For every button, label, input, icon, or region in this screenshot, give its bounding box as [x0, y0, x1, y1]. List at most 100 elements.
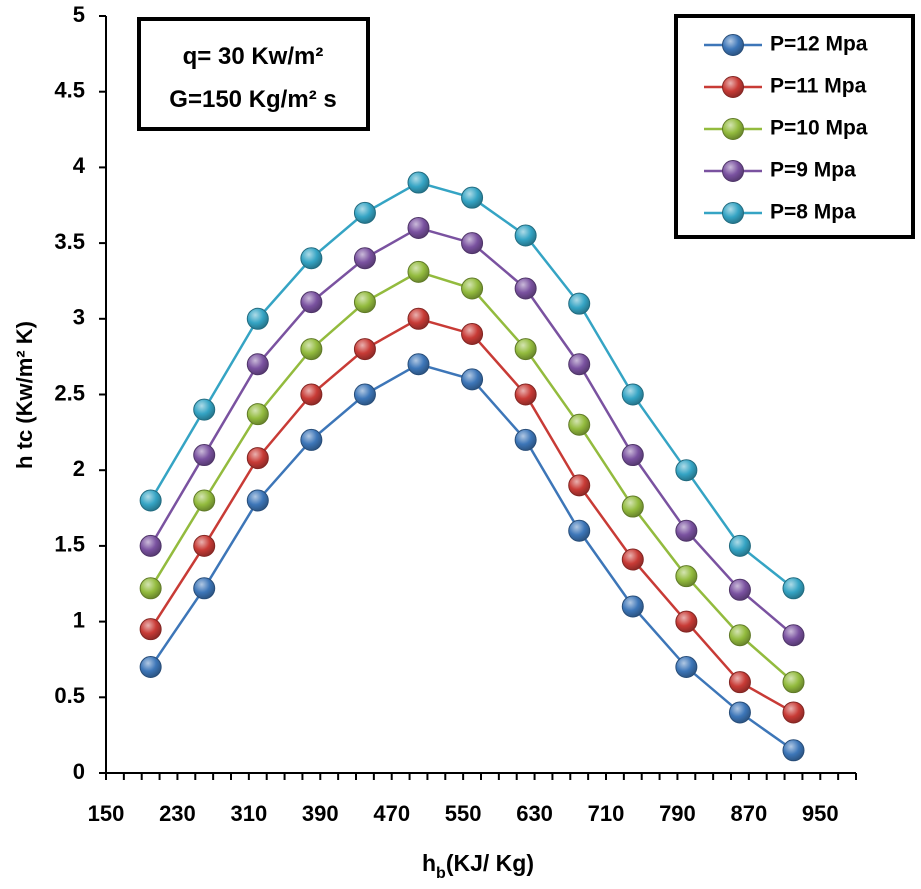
x-ticks: 150 230 310 390 470 550 630 710 790 870 950: [88, 773, 857, 826]
data-point: [193, 444, 216, 467]
x-tick-label: 950: [802, 801, 839, 826]
data-point: [407, 307, 430, 330]
data-point: [193, 577, 216, 600]
data-point: [407, 216, 430, 239]
data-point: [675, 565, 698, 588]
data-point: [353, 338, 376, 361]
legend-marker: [722, 160, 744, 182]
data-point: [246, 353, 269, 376]
data-point: [193, 398, 216, 421]
data-point: [407, 353, 430, 376]
data-point: [300, 428, 323, 451]
y-tick-label: 1: [73, 607, 85, 632]
x-axis-title-main: h: [422, 850, 436, 876]
data-point: [621, 495, 644, 518]
data-point: [407, 260, 430, 283]
annotation-frame: [137, 17, 370, 131]
y-tick-label: 0: [73, 759, 85, 784]
data-point: [621, 548, 644, 571]
y-axis-title: h tc (Kw/m² K): [12, 321, 37, 469]
data-point: [514, 224, 537, 247]
data-point: [461, 232, 484, 255]
y-tick-label: 5: [73, 2, 85, 27]
data-point: [782, 671, 805, 694]
data-point: [461, 368, 484, 391]
legend-marker: [722, 76, 744, 98]
data-point: [461, 186, 484, 209]
legend-marker: [722, 118, 744, 140]
data-point: [193, 534, 216, 557]
legend-label: P=8 Mpa: [770, 201, 856, 224]
data-point: [353, 201, 376, 224]
x-tick-label: 710: [588, 801, 625, 826]
data-point: [621, 383, 644, 406]
data-point: [461, 277, 484, 300]
data-point: [728, 671, 751, 694]
y-tick-label: 2: [73, 456, 85, 481]
data-point: [300, 338, 323, 361]
data-point: [621, 595, 644, 618]
annotation-line-2: G=150 Kg/m² s: [169, 86, 336, 113]
data-point: [193, 489, 216, 512]
data-point: [728, 624, 751, 647]
data-point: [300, 247, 323, 270]
x-tick-label: 790: [659, 801, 696, 826]
y-tick-label: 3: [73, 305, 85, 330]
x-tick-label: 310: [230, 801, 267, 826]
data-point: [353, 291, 376, 314]
data-point: [568, 413, 591, 436]
data-point: [246, 489, 269, 512]
series-group: [139, 216, 805, 647]
y-ticks: 0 0.5 1 1.5 2 2.5 3 3.5 4 4.5 5: [54, 2, 106, 784]
x-tick-label: 150: [88, 801, 125, 826]
data-point: [675, 610, 698, 633]
x-axis-title-rest: (KJ/ Kg): [446, 850, 534, 876]
series-group: [139, 171, 805, 600]
data-point: [246, 447, 269, 470]
series-group: [139, 307, 805, 724]
data-point: [139, 489, 162, 512]
data-point: [139, 618, 162, 641]
data-point: [568, 474, 591, 497]
y-tick-label: 2.5: [54, 380, 85, 405]
data-point: [300, 383, 323, 406]
data-point: [782, 624, 805, 647]
data-point: [139, 534, 162, 557]
legend-label: P=11 Mpa: [770, 75, 867, 98]
annotation-line-1: q= 30 Kw/m²: [183, 43, 324, 70]
data-point: [139, 656, 162, 679]
data-point: [246, 403, 269, 426]
data-point: [568, 519, 591, 542]
data-point: [728, 534, 751, 557]
y-tick-label: 4.5: [54, 78, 85, 103]
data-point: [728, 578, 751, 601]
data-point: [407, 171, 430, 194]
data-point: [728, 701, 751, 724]
data-point: [675, 656, 698, 679]
x-axis-title: hb(KJ/ Kg): [422, 850, 534, 882]
annotation-box: q= 30 Kw/m² G=150 Kg/m² s: [137, 17, 370, 131]
data-point: [514, 383, 537, 406]
data-point: [782, 577, 805, 600]
data-point: [675, 519, 698, 542]
data-point: [568, 292, 591, 315]
legend-frame: [674, 14, 915, 239]
y-tick-label: 4: [73, 153, 86, 178]
data-point: [782, 701, 805, 724]
legend-label: P=9 Mpa: [770, 159, 856, 182]
x-tick-label: 470: [373, 801, 410, 826]
series-group: [139, 353, 805, 762]
data-point: [246, 307, 269, 330]
legend-label: P=12 Mpa: [770, 33, 868, 56]
data-point: [300, 291, 323, 314]
legend-item: P=11 Mpa: [704, 75, 867, 98]
legend-item: P=8 Mpa: [704, 201, 856, 224]
legend-item: P=10 Mpa: [704, 117, 868, 140]
y-tick-label: 1.5: [54, 532, 85, 557]
x-tick-label: 550: [445, 801, 482, 826]
data-point: [514, 277, 537, 300]
x-tick-label: 390: [302, 801, 339, 826]
series-line: [149, 362, 795, 752]
x-tick-label: 630: [516, 801, 553, 826]
